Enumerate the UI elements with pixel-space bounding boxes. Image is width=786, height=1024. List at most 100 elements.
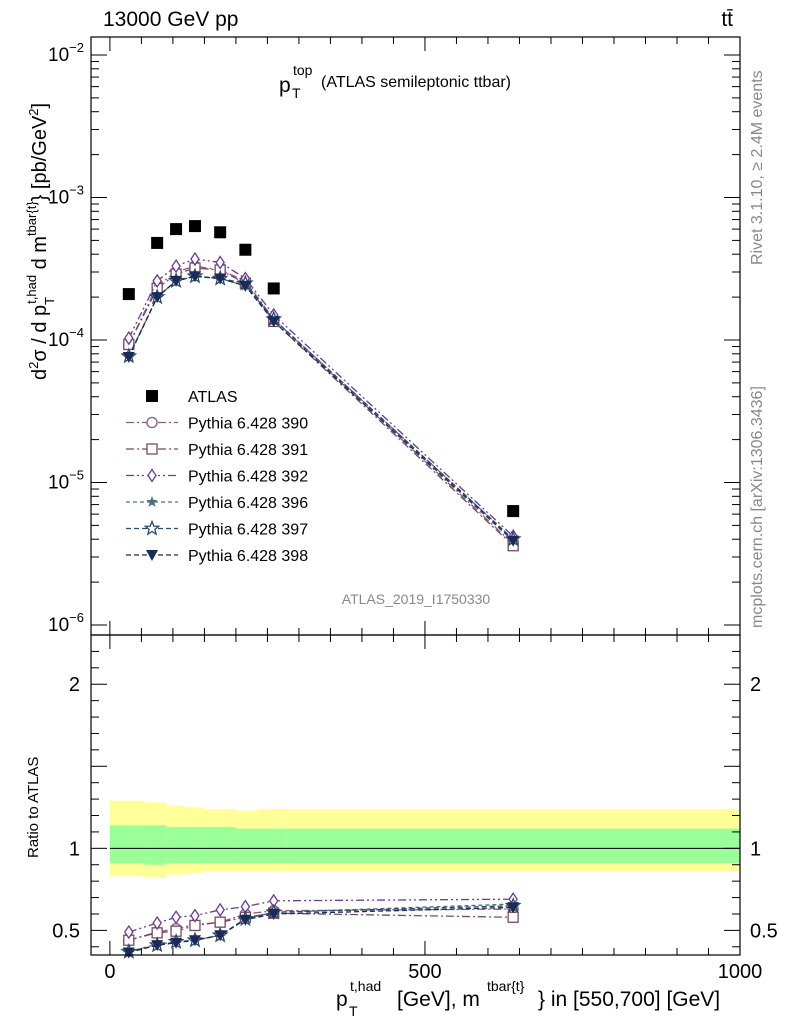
- y-tick-label: 10−2: [48, 40, 84, 66]
- ratio-point: [190, 908, 200, 923]
- ratio-y-tick-label-right: 0.5: [750, 920, 778, 942]
- main-point: [267, 316, 280, 328]
- x-tick-label: 0: [104, 961, 115, 983]
- legend-item: Pythia 6.428 391: [126, 442, 308, 459]
- xlabel-rest: } in [550,700] [GeV]: [538, 988, 720, 1011]
- main-point: [122, 288, 135, 301]
- main-point: [152, 273, 162, 289]
- ratio-series-2: [124, 892, 518, 940]
- main-point: [170, 223, 183, 236]
- band-green-segment: [185, 827, 205, 864]
- y-tick-label: 10−3: [48, 183, 84, 209]
- ratio-point: [188, 935, 201, 947]
- band-green-segment: [204, 827, 236, 864]
- y-tick-label: 10−6: [48, 610, 84, 636]
- x-axis-label: p T t,had [GeV], m tbar{t} } in [550,700…: [336, 978, 720, 1019]
- main-point: [171, 258, 181, 274]
- legend-item: Pythia 6.428 397: [126, 519, 308, 539]
- main-title: p T top (ATLAS semileptonic ttbar): [279, 62, 511, 101]
- main-point: [214, 273, 227, 285]
- xlabel-sub: T: [349, 1003, 358, 1019]
- main-series-line: [128, 258, 514, 537]
- energy-label: 13000 GeV pp: [103, 8, 238, 31]
- main-series-6: [122, 271, 520, 547]
- legend-marker: [146, 496, 158, 507]
- main-series-line: [128, 265, 514, 545]
- band-green-segment: [286, 828, 740, 864]
- main-point: [188, 271, 201, 283]
- title-sup: top: [293, 62, 313, 78]
- main-point: [214, 226, 227, 239]
- band-green-segment: [257, 828, 287, 864]
- ratio-y-tick-label-right: 1: [750, 838, 761, 860]
- ratio-point: [170, 937, 183, 949]
- main-point: [188, 220, 201, 233]
- ratio-point: [507, 902, 520, 914]
- main-point: [507, 505, 520, 518]
- main-point: [239, 243, 252, 256]
- process-label: tt̄: [721, 8, 733, 31]
- main-point: [239, 280, 252, 292]
- legend-item: Pythia 6.428 392: [126, 468, 308, 486]
- main-point: [507, 535, 520, 547]
- legend-marker: [146, 550, 158, 561]
- ratio-point: [507, 911, 519, 923]
- x-tick-label: 1000: [718, 961, 763, 983]
- legend-item: Pythia 6.428 396: [126, 495, 308, 512]
- ratio-point: [214, 916, 226, 928]
- ratio-point: [152, 915, 162, 931]
- main-point: [190, 251, 200, 267]
- legend-label: Pythia 6.428 391: [188, 442, 308, 459]
- legend: ATLAS Pythia 6.428 390 Pythia 6.428 391 Pyt…: [126, 389, 308, 565]
- main-series-3: [124, 251, 518, 544]
- ratio-y-tick-label: 0.5: [52, 920, 80, 942]
- band-green-segment: [144, 825, 167, 865]
- main-series-1: [123, 260, 519, 550]
- main-point: [151, 292, 164, 304]
- main-frame: [90, 36, 741, 636]
- band-green-segment: [166, 827, 186, 864]
- band-green-segment: [109, 825, 145, 864]
- ratio-point: [267, 908, 280, 920]
- ratio-y-tick-label-right: 2: [750, 674, 761, 696]
- legend-marker: [147, 468, 157, 483]
- main-series-line: [128, 275, 514, 540]
- ratio-point: [171, 910, 181, 925]
- main-point: [122, 351, 135, 363]
- ratio-point: [214, 930, 227, 942]
- ratio-point: [215, 902, 225, 918]
- main-point: [124, 330, 134, 346]
- mcplots-label: mcplots.cern.ch [arXiv:1306.3436]: [749, 386, 766, 628]
- ratio-series: [120, 892, 522, 959]
- ratio-bands: [109, 800, 740, 878]
- rivet-version-label: Rivet 3.1.10, ≥ 2.4M events: [749, 70, 766, 265]
- main-point: [267, 282, 280, 295]
- y-tick-label: 10−5: [48, 468, 84, 494]
- ratio-ylabel: Ratio to ATLAS: [25, 757, 42, 858]
- y-tick-label: 10−4: [48, 325, 84, 351]
- legend-label: Pythia 6.428 390: [188, 416, 308, 433]
- main-series-4: [123, 270, 519, 545]
- analysis-label: ATLAS_2019_I1750330: [342, 591, 491, 607]
- xlabel-sup2: tbar{t}: [487, 978, 525, 994]
- legend-label: Pythia 6.428 396: [188, 495, 308, 512]
- main-series: [120, 220, 522, 552]
- legend-label: Pythia 6.428 398: [188, 548, 308, 565]
- legend-label: Pythia 6.428 392: [188, 469, 308, 486]
- main-series-2: [123, 262, 519, 552]
- ratio-y-tick-label: 2: [69, 674, 80, 696]
- legend-marker: [146, 390, 158, 402]
- xlabel-sup: t,had: [350, 978, 381, 994]
- axes: 0 500 1000 10−6 10−5 10−4 10−3 10−2 0.5 0.5 1 1 2 2: [48, 36, 778, 983]
- ratio-point: [122, 947, 135, 959]
- main-series-line: [128, 275, 514, 540]
- main-series-line: [128, 267, 514, 547]
- ratio-series-5: [122, 902, 520, 959]
- main-series-5: [120, 267, 522, 547]
- legend-marker: [146, 416, 158, 429]
- main-point: [151, 236, 164, 249]
- ratio-series-line: [128, 905, 514, 953]
- legend-label: Pythia 6.428 397: [188, 522, 308, 539]
- title-rest: (ATLAS semileptonic ttbar): [321, 74, 511, 91]
